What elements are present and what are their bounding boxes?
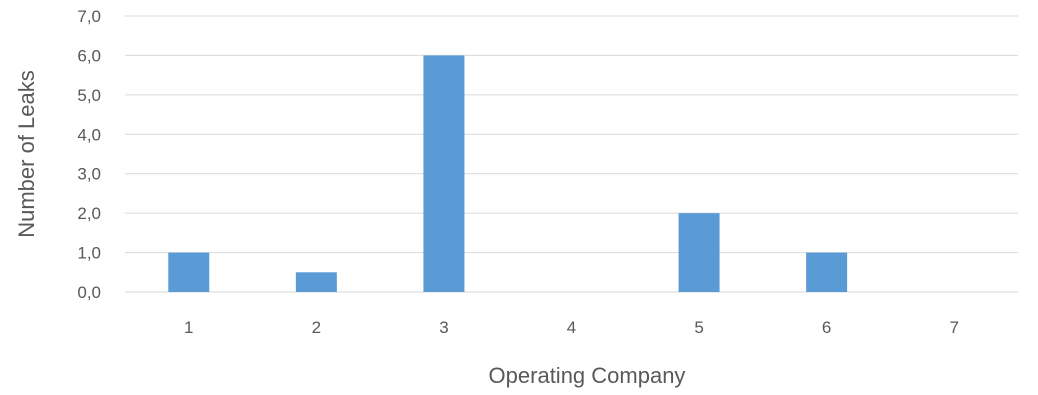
bar-5 <box>678 213 720 292</box>
x-tick-label: 4 <box>567 318 576 337</box>
y-tick-label: 1,0 <box>77 244 101 263</box>
y-tick-label: 6,0 <box>77 46 101 65</box>
y-axis-title: Number of Leaks <box>14 70 39 238</box>
y-tick-label: 5,0 <box>77 86 101 105</box>
bars <box>168 55 848 292</box>
x-tick-label: 1 <box>184 318 193 337</box>
x-axis-title: Operating Company <box>489 363 686 388</box>
x-tick-labels: 1 2 3 4 5 6 7 <box>184 318 959 337</box>
y-tick-label: 4,0 <box>77 125 101 144</box>
bar-3 <box>423 55 465 292</box>
x-tick-label: 3 <box>439 318 448 337</box>
y-tick-label: 2,0 <box>77 204 101 223</box>
y-tick-label: 0,0 <box>77 283 101 302</box>
y-tick-label: 7,0 <box>77 7 101 26</box>
x-tick-label: 6 <box>822 318 831 337</box>
bar-6 <box>806 252 848 292</box>
x-tick-label: 7 <box>949 318 958 337</box>
y-tick-label: 3,0 <box>77 165 101 184</box>
x-tick-label: 5 <box>694 318 703 337</box>
x-tick-label: 2 <box>312 318 321 337</box>
gridlines <box>125 15 1018 293</box>
y-tick-labels: 0,0 1,0 2,0 3,0 4,0 5,0 6,0 7,0 <box>77 7 101 302</box>
bar-2 <box>295 272 337 292</box>
bar-1 <box>168 252 210 292</box>
